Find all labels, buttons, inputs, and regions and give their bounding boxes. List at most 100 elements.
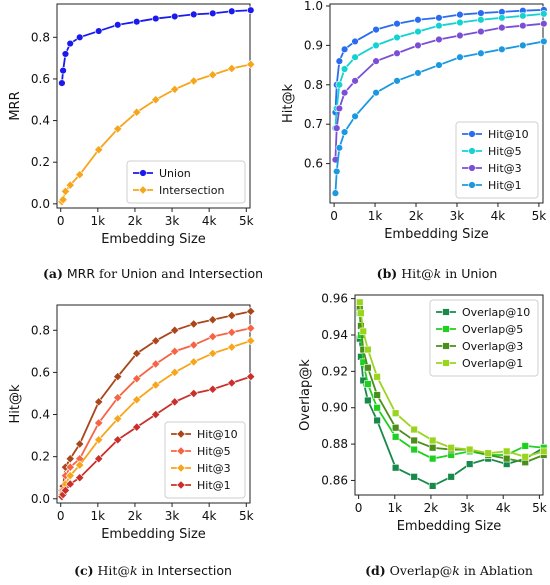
- data-point-c-0: [132, 348, 142, 359]
- data-point-c-3: [246, 371, 256, 382]
- data-point-c-0: [151, 336, 161, 346]
- y-tick-label-d: 0.88: [321, 437, 348, 451]
- x-tick-label-b: 2k: [409, 209, 424, 223]
- y-tick-label-b: 0.6: [304, 157, 323, 171]
- caption-label-d: (d): [365, 563, 386, 578]
- y-tick-label-b: 0.9: [304, 38, 323, 52]
- data-point-b-2: [498, 23, 506, 32]
- caption-part-c: Hit@: [94, 563, 130, 578]
- data-point-d-2: [503, 454, 511, 463]
- data-point-c-2: [75, 460, 85, 470]
- legend-label-d-3: Overlap@1: [462, 357, 523, 370]
- data-point-d-3: [447, 444, 455, 452]
- x-tick-label-c: 3k: [165, 509, 180, 523]
- data-point-c-3: [151, 409, 161, 420]
- data-point-b-3: [456, 53, 464, 61]
- chart-d: 0 1k 2k 3k 4k 5k 0.86 0.88 0.90 0.92 0.94 0.96 Embed…: [298, 292, 548, 578]
- y-tick-label-a: 0.4: [31, 114, 50, 128]
- data-point-c-3: [75, 473, 85, 483]
- data-point-c-1: [151, 359, 161, 369]
- legend-marker-d-2: [442, 342, 450, 350]
- caption-c: (c) Hit@k in Intersection: [74, 563, 232, 578]
- caption-part-b: k: [434, 266, 442, 281]
- legend-label-d-0: Overlap@10: [462, 306, 530, 319]
- legend-label-d-1: Overlap@5: [462, 323, 523, 336]
- caption-b: (b) Hit@k in Union: [377, 266, 498, 281]
- data-point-c-1: [170, 346, 180, 356]
- data-point-b-1: [456, 18, 464, 27]
- data-point-c-2: [227, 342, 237, 352]
- y-tick-label-b: 0.7: [304, 117, 323, 131]
- x-tick-label-d: 5k: [532, 501, 547, 515]
- data-point-c-0: [170, 325, 180, 335]
- x-tick-label-d: 2k: [424, 501, 439, 515]
- legend-marker-d-3: [442, 359, 450, 367]
- data-point-b-1: [340, 65, 349, 73]
- data-point-d-3: [356, 298, 364, 306]
- x-tick-label-a: 1k: [91, 214, 106, 228]
- data-point-a-0: [247, 6, 255, 14]
- x-axis-label-c: Embedding Size: [101, 527, 206, 542]
- data-point-c-3: [208, 384, 218, 394]
- data-point-a-1: [246, 59, 256, 69]
- legend-marker-b-0: [468, 130, 476, 138]
- x-tick-label-b: 0: [330, 209, 338, 223]
- data-point-b-2: [335, 104, 344, 113]
- data-point-b-2: [333, 124, 341, 132]
- y-tick-label-c: 0.4: [31, 408, 50, 422]
- data-point-d-1: [373, 404, 381, 412]
- caption-part-b: Hit@: [397, 266, 433, 281]
- data-point-a-1: [75, 170, 85, 180]
- data-point-c-1: [132, 374, 142, 384]
- data-point-a-0: [133, 17, 141, 26]
- y-tick-label-c: 0.2: [31, 450, 50, 464]
- legend-marker-a-1: [138, 185, 148, 195]
- x-tick-label-a: 2k: [128, 214, 143, 228]
- data-point-d-1: [391, 433, 400, 441]
- data-point-a-0: [59, 66, 67, 75]
- caption-d: (d) Overlap@k in Ablation: [365, 563, 533, 578]
- data-point-a-1: [227, 63, 237, 74]
- y-tick-label-d: 0.92: [321, 364, 348, 378]
- y-tick-label-d: 0.94: [321, 328, 348, 342]
- x-tick-label-c: 5k: [239, 509, 254, 523]
- data-point-d-3: [391, 409, 400, 417]
- x-tick-label-d: 1k: [387, 501, 402, 515]
- x-tick-label-c: 0: [57, 509, 65, 523]
- data-point-d-2: [428, 444, 437, 452]
- legend-label-d-2: Overlap@3: [462, 340, 523, 353]
- legend-label-c-3: Hit@1: [197, 479, 231, 492]
- data-point-c-0: [113, 371, 123, 382]
- data-point-b-1: [351, 53, 359, 61]
- data-point-c-2: [189, 357, 199, 367]
- data-point-b-2: [414, 41, 422, 50]
- data-point-b-0: [414, 16, 422, 24]
- legend-label-a-1: Intersection: [159, 184, 224, 197]
- data-point-a-0: [152, 14, 160, 23]
- caption-part-a: Intersection: [189, 266, 263, 281]
- y-axis-label-b: Hit@k: [281, 84, 296, 123]
- legend-marker-b-1: [468, 147, 476, 155]
- data-point-c-0: [227, 310, 237, 321]
- y-tick-label-b: 1.0: [304, 0, 323, 13]
- x-tick-label-b: 5k: [532, 209, 547, 223]
- x-tick-label-c: 1k: [91, 509, 106, 523]
- legend-marker-d-0: [442, 308, 450, 316]
- data-point-c-2: [151, 380, 161, 390]
- legend-label-b-3: Hit@1: [488, 179, 522, 192]
- y-tick-label-a: 0.8: [31, 30, 50, 44]
- data-point-c-3: [94, 454, 104, 464]
- legend-label-b-1: Hit@5: [488, 145, 522, 158]
- data-point-c-3: [132, 422, 142, 432]
- data-point-a-1: [132, 107, 142, 117]
- data-point-c-2: [170, 367, 180, 378]
- data-point-d-3: [357, 309, 365, 317]
- data-point-b-2: [372, 57, 380, 65]
- data-point-b-3: [335, 144, 344, 152]
- data-point-b-3: [477, 49, 485, 57]
- data-point-c-1: [227, 327, 237, 338]
- legend-label-c-1: Hit@5: [197, 445, 231, 458]
- data-point-c-0: [246, 306, 256, 316]
- data-point-a-1: [208, 70, 218, 80]
- y-axis-label-a: MRR: [8, 91, 23, 120]
